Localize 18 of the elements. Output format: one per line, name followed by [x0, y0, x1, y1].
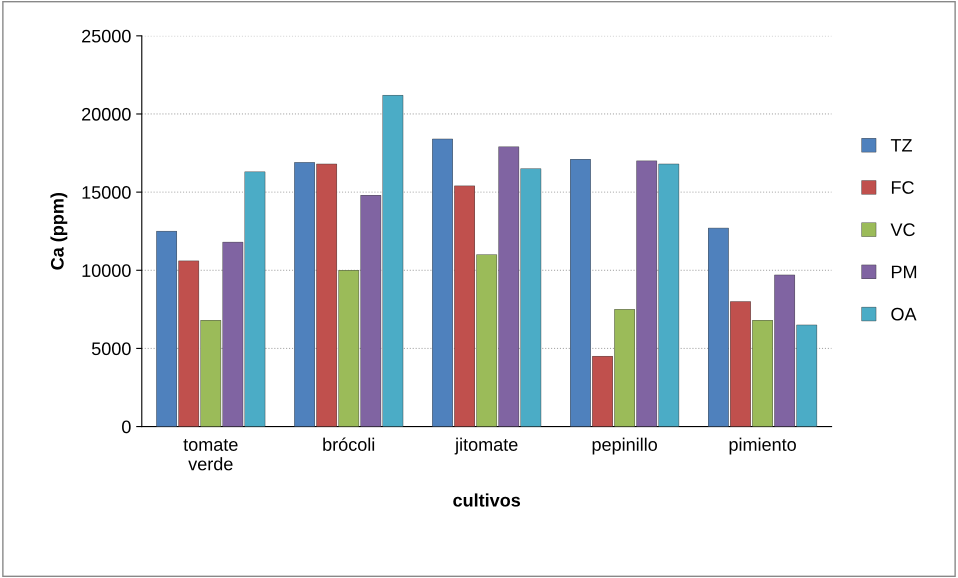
y-tick-label: 25000	[82, 30, 131, 43]
legend-label: FC	[892, 181, 914, 194]
x-tick-label: tomate verde	[183, 439, 238, 470]
legend-label: OA	[891, 308, 917, 321]
x-tick-label: brócoli	[323, 437, 374, 451]
legend-label: TZ	[890, 139, 912, 152]
y-tick-label: 10000	[82, 264, 131, 277]
y-axis-title: Ca (ppm)	[50, 192, 68, 270]
x-tick-label: jitomate	[454, 438, 518, 455]
y-tick-label: 5000	[92, 342, 131, 356]
x-tick-label: pepinillo	[592, 438, 657, 455]
legend-label: VC	[890, 223, 915, 236]
y-tick-label: 15000	[82, 186, 131, 199]
y-tick-label: 20000	[82, 108, 131, 121]
x-axis-title: cultivos	[453, 493, 520, 507]
x-tick-label: pimiento	[730, 438, 796, 455]
legend-label: PM	[892, 266, 916, 278]
y-tick-label: 0	[122, 420, 131, 434]
